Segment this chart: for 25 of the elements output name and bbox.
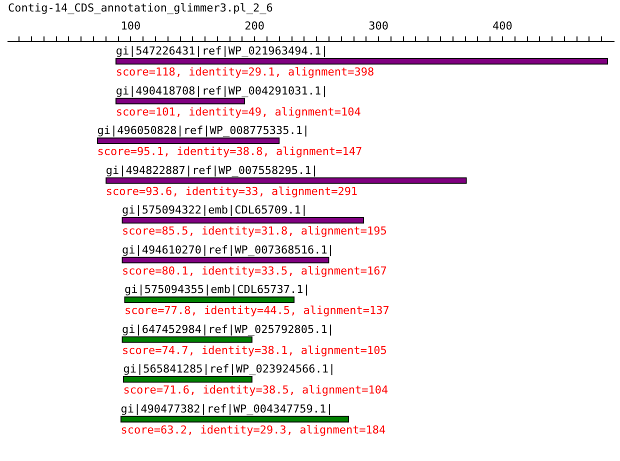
x-tick-label: 400 bbox=[492, 20, 512, 33]
data-label: score=77.8, identity=44.5, alignment=137 bbox=[124, 304, 390, 318]
data-label: score=63.2, identity=29.3, alignment=184 bbox=[120, 423, 386, 436]
data-label: score=101, identity=49, alignment=104 bbox=[116, 105, 362, 118]
data-label: score=71.6, identity=38.5, alignment=104 bbox=[123, 384, 389, 397]
data-label: score=95.1, identity=38.8, alignment=147 bbox=[97, 145, 362, 158]
y-tick-label: gi|494610270|ref|WP_007368516.1| bbox=[122, 243, 334, 256]
y-tick-label: gi|575094322|emb|CDL65709.1| bbox=[122, 204, 308, 217]
y-tick-label: gi|494822887|ref|WP_007558295.1| bbox=[106, 164, 318, 177]
x-tick-label: 100 bbox=[120, 20, 141, 33]
y-tick-label: gi|565841285|ref|WP_023924566.1| bbox=[123, 362, 336, 376]
y-tick-label: gi|547226431|ref|WP_021963494.1| bbox=[116, 44, 328, 58]
y-tick-label: gi|496050828|ref|WP_008775335.1| bbox=[97, 124, 310, 138]
chart-title: Contig-14_CDS_annotation_glimmer3.pl_2_6 bbox=[8, 1, 273, 14]
data-label: score=74.7, identity=38.1, alignment=105 bbox=[122, 344, 387, 357]
y-tick-label: gi|647452984|ref|WP_025792805.1| bbox=[122, 322, 334, 336]
x-tick-label: 200 bbox=[244, 20, 265, 33]
y-tick-label: gi|575094355|emb|CDL65737.1| bbox=[124, 283, 310, 296]
data-label: score=85.5, identity=31.8, alignment=195 bbox=[122, 224, 387, 238]
x-tick-label: 300 bbox=[368, 20, 388, 33]
data-label: score=118, identity=29.1, alignment=398 bbox=[116, 66, 374, 79]
y-tick-label: gi|490477382|ref|WP_004347759.1| bbox=[120, 402, 333, 416]
data-label: score=93.6, identity=33, alignment=291 bbox=[106, 184, 358, 198]
data-label: score=80.1, identity=33.5, alignment=167 bbox=[122, 264, 387, 278]
y-tick-label: gi|490418708|ref|WP_004291031.1| bbox=[116, 84, 328, 98]
